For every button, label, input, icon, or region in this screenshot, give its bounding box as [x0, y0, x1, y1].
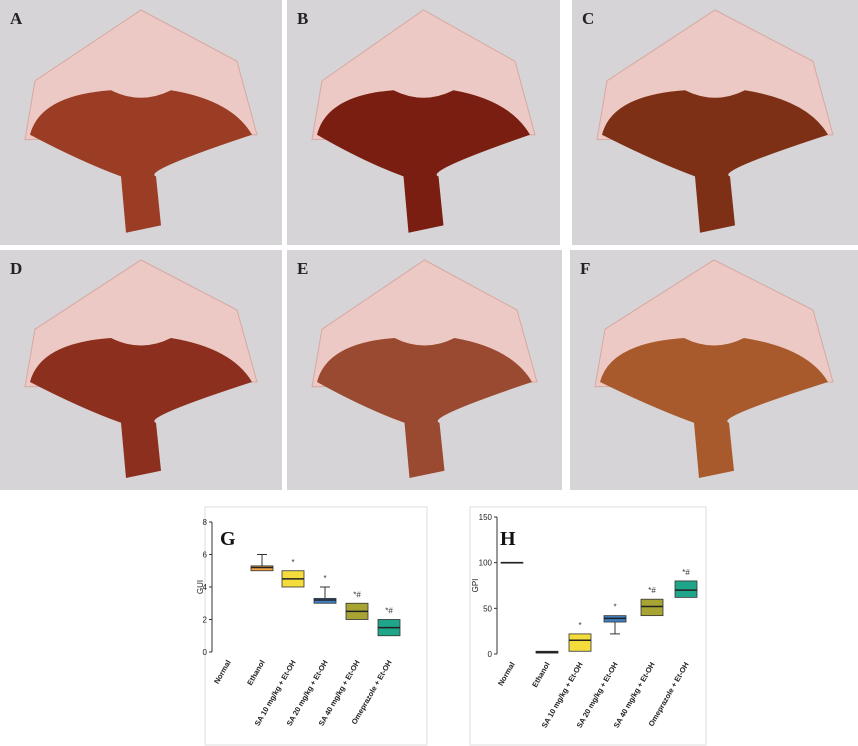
box [250, 565, 274, 572]
box [568, 633, 592, 652]
photo-stomach [602, 90, 828, 233]
y-tick-label: 50 [483, 604, 492, 613]
x-tick-label: Normal [212, 659, 233, 686]
significance-label: *# [385, 607, 393, 616]
box [640, 598, 664, 617]
photo-stomach [317, 338, 532, 478]
x-tick-label: Ethanol [245, 659, 267, 687]
chart-frame [469, 506, 707, 746]
photo-stomach [600, 338, 828, 478]
box [313, 597, 337, 604]
significance-label: * [323, 574, 326, 583]
significance-label: *# [353, 590, 361, 599]
significance-label: * [578, 621, 581, 630]
x-tick-label: SA 20 mg/kg + Et-OH [575, 661, 620, 730]
photo-stomach [317, 90, 530, 233]
x-tick-label: Ethanol [530, 661, 552, 689]
chart-title: H [500, 528, 516, 550]
y-tick-label: 0 [203, 648, 208, 657]
y-tick-label: 6 [203, 551, 208, 560]
y-tick-label: 0 [488, 650, 493, 659]
y-tick-label: 2 [203, 616, 208, 625]
y-axis-label: GUI [196, 580, 205, 594]
photo-stomach [30, 90, 252, 233]
chart-frame [204, 506, 428, 746]
x-tick-label: Normal [496, 661, 517, 688]
panel-letter: F [580, 259, 590, 278]
panel-letter: C [582, 9, 594, 28]
y-tick-label: 100 [479, 559, 493, 568]
panel-letter: A [10, 9, 23, 28]
panel-letter: B [297, 9, 308, 28]
box [674, 580, 698, 598]
significance-label: *# [682, 568, 690, 577]
panel-letter: D [10, 259, 22, 278]
significance-label: *# [648, 586, 656, 595]
panel-letter: E [297, 259, 308, 278]
significance-label: * [291, 558, 294, 567]
y-tick-label: 150 [479, 513, 493, 522]
y-tick-label: 4 [203, 583, 208, 592]
y-axis-label: GPI [471, 579, 480, 593]
significance-label: * [613, 603, 616, 612]
y-tick-label: 8 [203, 518, 208, 527]
chart-title: G [220, 528, 236, 550]
photo-stomach [30, 338, 252, 478]
